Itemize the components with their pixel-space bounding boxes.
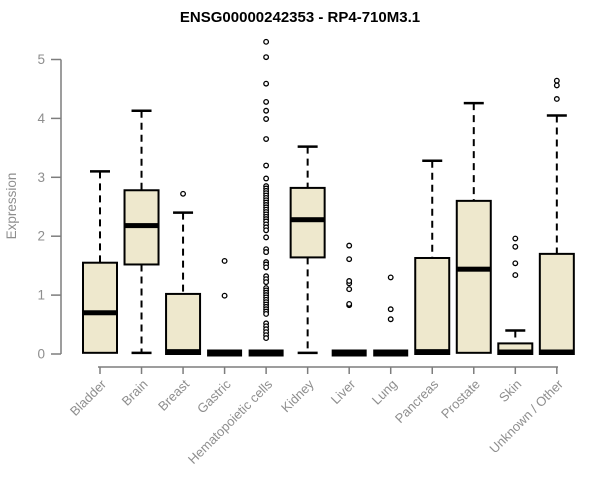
collapsed-box-hematopoietic-cells [248,349,284,357]
outlier-point-hematopoietic-cells [263,227,270,234]
outlier-point-hematopoietic-cells [263,107,270,114]
outlier-point-lung [387,306,394,313]
outlier-point-hematopoietic-cells [263,162,270,169]
outlier-point-hematopoietic-cells [263,98,270,105]
outlier-point-skin [512,243,519,250]
outlier-point-hematopoietic-cells [263,234,270,241]
outlier-point-skin [512,272,519,279]
x-tick-label-prostate: Prostate [438,377,483,422]
outlier-point-hematopoietic-cells [263,80,270,87]
outlier-point-hematopoietic-cells [263,38,270,45]
outlier-point-hematopoietic-cells [263,136,270,142]
x-tick-label-brain: Brain [119,377,151,409]
outlier-point-hematopoietic-cells [263,335,270,342]
box-pancreas [414,256,451,356]
box-breast [165,292,202,355]
outlier-point-gastric [221,257,228,264]
median-breast [166,349,201,355]
outlier-point-hematopoietic-cells [263,175,270,182]
outlier-point-unknown-other [553,82,560,89]
y-tick-label: 1 [37,288,45,303]
x-tick-label-liver: Liver [328,376,359,407]
y-tick-label: 2 [37,229,45,244]
outlier-point-liver [346,300,353,307]
y-tick-label: 0 [37,347,45,362]
outlier-point-hematopoietic-cells [263,279,270,286]
chart-title: ENSG00000242353 - RP4-710M3.1 [180,9,420,26]
outlier-point-hematopoietic-cells [263,116,270,122]
y-tick-label: 4 [37,111,45,126]
median-pancreas [415,349,450,355]
x-tick-label-breast: Breast [155,376,192,413]
x-tick-label-skin: Skin [496,377,524,405]
y-tick-label: 5 [37,52,45,67]
outlier-point-liver [346,242,353,249]
box-bladder [82,261,118,354]
outlier-point-skin [512,235,519,242]
outlier-point-hematopoietic-cells [263,264,270,271]
outlier-point-hematopoietic-cells [263,54,270,61]
x-tick-label-unknown-other: Unknown / Other [486,376,566,456]
outlier-point-hematopoietic-cells [263,310,270,317]
collapsed-box-liver [331,349,367,357]
y-tick-label: 3 [37,170,45,185]
collapsed-box-gastric [207,349,243,357]
outlier-point-lung [387,316,394,323]
median-skin [498,349,533,355]
box-prostate [455,199,492,354]
median-prostate [456,266,491,272]
box-kidney [289,186,326,259]
median-brain [124,223,159,229]
outlier-point-skin [512,260,519,267]
x-tick-label-pancreas: Pancreas [392,376,442,426]
outlier-point-gastric [221,292,228,299]
x-tick-label-lung: Lung [369,377,400,408]
median-unknown-other [539,349,574,355]
median-bladder [83,310,117,316]
box-unknown-other [538,252,575,355]
outlier-point-unknown-other [553,77,560,84]
x-tick-label-gastric: Gastric [194,376,234,416]
median-kidney [290,217,325,223]
outlier-point-unknown-other [553,96,560,102]
outlier-point-lung [387,274,394,281]
outlier-point-liver [346,286,353,293]
outlier-point-liver [346,256,353,263]
y-axis-title: Expression [4,173,19,240]
outlier-point-liver [346,278,353,284]
x-tick-label-bladder: Bladder [67,376,110,419]
collapsed-box-lung [373,349,409,357]
outlier-point-breast [180,190,187,197]
outlier-point-hematopoietic-cells [263,249,270,256]
x-tick-label-kidney: Kidney [278,376,317,415]
